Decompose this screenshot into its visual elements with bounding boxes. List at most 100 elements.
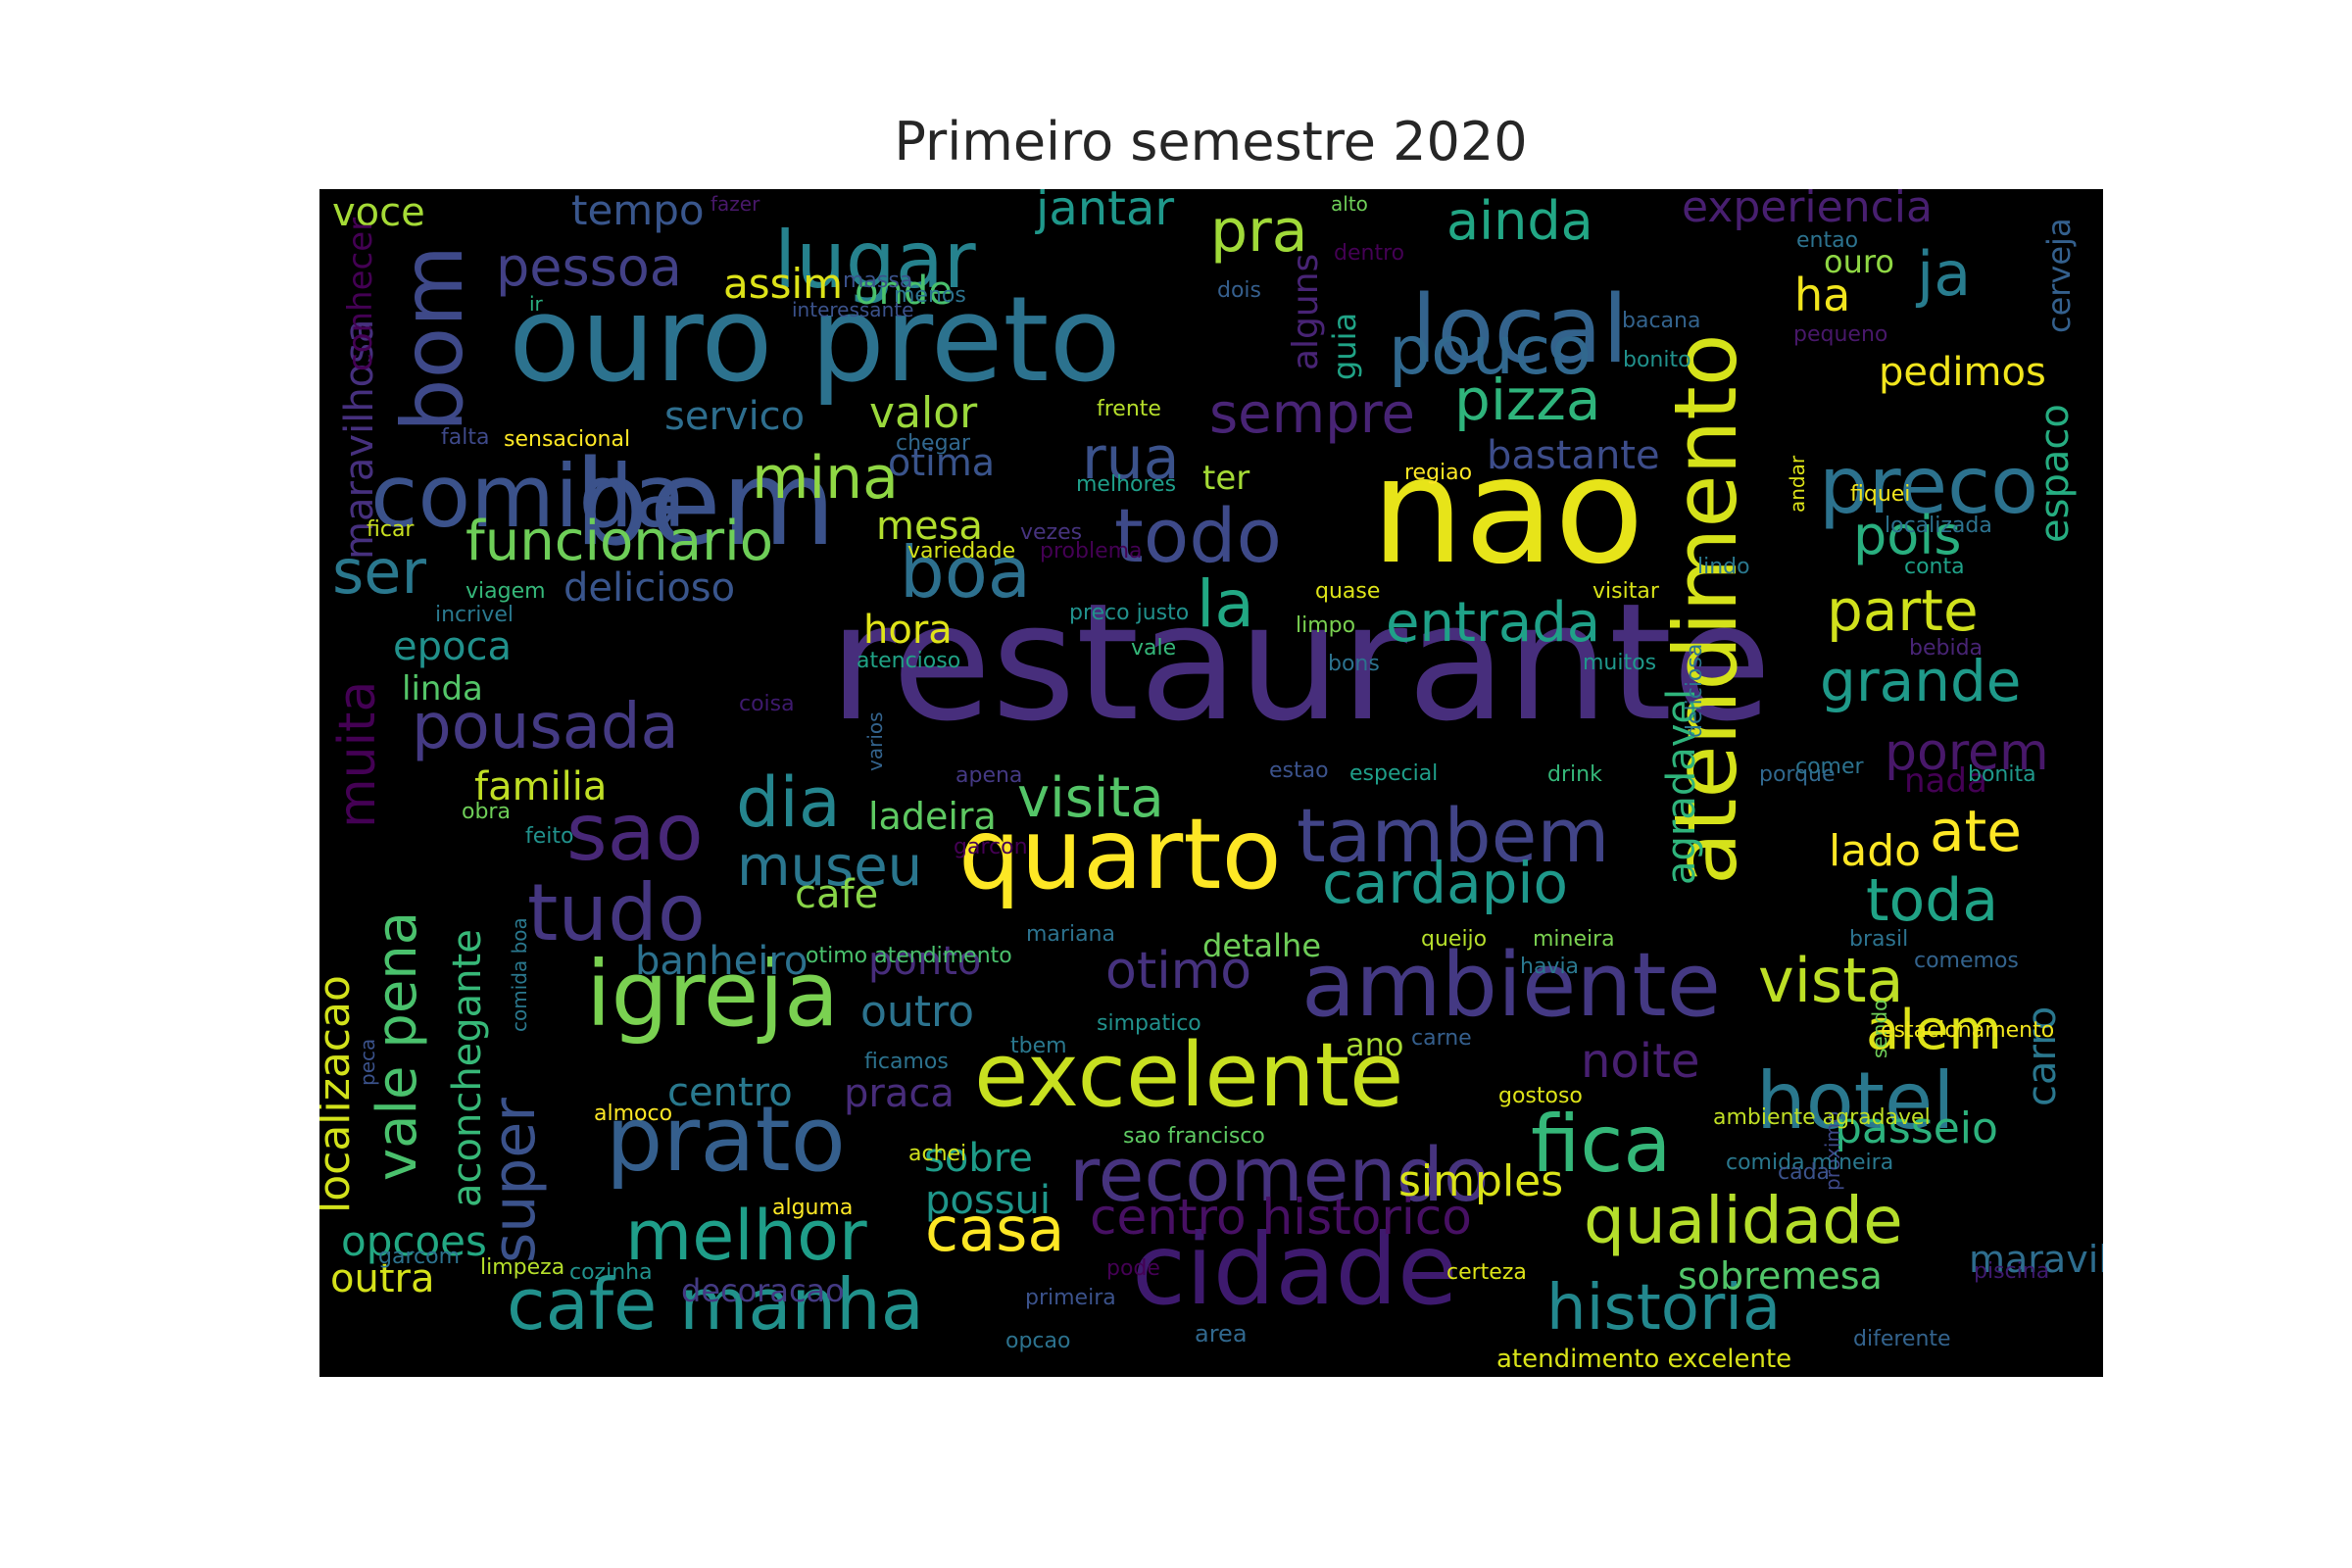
word-visita: visita bbox=[1017, 766, 1164, 830]
word-quarto: quarto bbox=[958, 797, 1282, 911]
word-bacana: bacana bbox=[1622, 309, 1700, 333]
word-ficamos: ficamos bbox=[864, 1050, 949, 1074]
word-mina: mina bbox=[752, 444, 899, 513]
word-alguma: alguma bbox=[772, 1196, 853, 1220]
word-comemos: comemos bbox=[1914, 949, 2019, 973]
word-mesa: mesa bbox=[876, 504, 983, 549]
word-cerveja: cerveja bbox=[2040, 218, 2078, 333]
word-pessoa: pessoa bbox=[496, 236, 682, 298]
word-vale-pena: vale pena bbox=[366, 911, 429, 1181]
word-area: area bbox=[1195, 1320, 1248, 1348]
word-pousada: pousada bbox=[412, 691, 679, 763]
word-limpeza: limpeza bbox=[480, 1255, 564, 1280]
word-dentro: dentro bbox=[1334, 241, 1404, 266]
word-bem: bem bbox=[574, 436, 836, 572]
word-pedimos: pedimos bbox=[1879, 350, 2046, 395]
word-coisa: coisa bbox=[739, 692, 795, 716]
word-otima: otima bbox=[888, 441, 995, 484]
word-detalhe: detalhe bbox=[1202, 927, 1321, 964]
word-sendo: sendo bbox=[1868, 1000, 1891, 1058]
word-deliciosa: deliciosa bbox=[1683, 644, 1707, 738]
word-linda: linda bbox=[402, 669, 483, 709]
word-quase: quase bbox=[1315, 579, 1380, 604]
word-local: local bbox=[1411, 276, 1628, 384]
word-sensacional: sensacional bbox=[504, 427, 630, 452]
word-fica: fica bbox=[1531, 1099, 1671, 1190]
word-pizza: pizza bbox=[1454, 367, 1600, 433]
word-prato: prato bbox=[606, 1087, 846, 1192]
word-conhecer: conhecer bbox=[341, 218, 380, 371]
word-entao: entao bbox=[1796, 228, 1858, 253]
word-pouco: pouco bbox=[1389, 313, 1592, 390]
word-piscina: piscina bbox=[1974, 1259, 2049, 1284]
word-preco: preco bbox=[1819, 440, 2038, 531]
word-maravilhoso: maravilhoso bbox=[1969, 1238, 2103, 1281]
word-pode: pode bbox=[1106, 1256, 1160, 1281]
word-mariana: mariana bbox=[1026, 922, 1115, 947]
word-andar: andar bbox=[1786, 455, 1809, 513]
word-simples: simples bbox=[1398, 1156, 1563, 1206]
word-localizada: localizada bbox=[1885, 514, 1992, 538]
word-melhores: melhores bbox=[1076, 472, 1176, 497]
word-garcon: garcon bbox=[954, 835, 1028, 859]
word-espaco: espaco bbox=[2033, 404, 2078, 543]
word-toda: toda bbox=[1866, 866, 1998, 935]
word-atendimento: atendimento bbox=[1655, 333, 1756, 885]
word-rua: rua bbox=[1082, 424, 1179, 493]
word-parte: parte bbox=[1827, 577, 1979, 644]
word-chegar: chegar bbox=[896, 431, 971, 456]
word-comida: comida bbox=[370, 446, 686, 547]
word-preco-justo: preco justo bbox=[1069, 601, 1189, 625]
word-porem: porem bbox=[1885, 723, 2049, 782]
word-fazer: fazer bbox=[710, 192, 760, 216]
word-bonito: bonito bbox=[1623, 348, 1691, 372]
word-entrada: entrada bbox=[1386, 591, 1600, 655]
word-muita: muita bbox=[328, 681, 387, 828]
word-ouro: ouro bbox=[1824, 243, 1894, 280]
word-apena: apena bbox=[956, 763, 1022, 788]
word-agradavel: agradavel bbox=[1659, 689, 1704, 885]
word-peca: peca bbox=[356, 1039, 379, 1086]
word-tudo: tudo bbox=[527, 867, 706, 958]
word-cafe-manha: cafe manha bbox=[507, 1263, 924, 1346]
word-nao: nao bbox=[1371, 426, 1644, 597]
word-familia: familia bbox=[474, 764, 607, 809]
word-bastante: bastante bbox=[1487, 433, 1660, 478]
word-casa: casa bbox=[925, 1194, 1064, 1265]
word-diferente: diferente bbox=[1853, 1327, 1951, 1351]
word-vista: vista bbox=[1758, 945, 1904, 1016]
word-delicioso: delicioso bbox=[564, 565, 735, 611]
word-sempre: sempre bbox=[1209, 382, 1415, 446]
word-almoco: almoco bbox=[594, 1102, 672, 1126]
word-bons: bons bbox=[1328, 652, 1380, 676]
word-lindo: lindo bbox=[1697, 555, 1750, 579]
word-vezes: vezes bbox=[1020, 520, 1082, 545]
word-tambem: tambem bbox=[1297, 792, 1609, 879]
word-valor: valor bbox=[869, 388, 978, 438]
word-lugar: lugar bbox=[774, 215, 976, 306]
word-comida-boa: comida boa bbox=[508, 917, 531, 1032]
word-ambiente-agradavel: ambiente agradavel bbox=[1713, 1105, 1931, 1130]
word-pequeno: pequeno bbox=[1793, 322, 1887, 347]
word-localizacao: localizacao bbox=[319, 975, 360, 1213]
word-opcoes: opcoes bbox=[341, 1217, 487, 1265]
word-conta: conta bbox=[1904, 555, 1965, 579]
word-ficar: ficar bbox=[367, 517, 415, 542]
word-otimo-atendimento: otimo atendimento bbox=[806, 944, 1012, 968]
word-outra: outra bbox=[330, 1256, 434, 1301]
word-hotel: hotel bbox=[1756, 1055, 1954, 1147]
word-proximo: proximo bbox=[1821, 1111, 1844, 1191]
word-sao: sao bbox=[566, 787, 704, 878]
word-servico: servico bbox=[664, 394, 805, 439]
word-problema: problema bbox=[1040, 539, 1143, 564]
word-carro: carro bbox=[2020, 1006, 2065, 1106]
word-cidade: cidade bbox=[1132, 1212, 1458, 1327]
word-brasil: brasil bbox=[1849, 927, 1908, 952]
word-experiencia: experiencia bbox=[1682, 189, 1933, 232]
word-museu: museu bbox=[737, 835, 922, 899]
word-maravilhosa: maravilhosa bbox=[337, 318, 382, 560]
word-alto: alto bbox=[1331, 192, 1368, 216]
word-ainda: ainda bbox=[1446, 190, 1593, 252]
figure-title: Primeiro semestre 2020 bbox=[894, 111, 1528, 172]
word-jantar: jantar bbox=[1035, 189, 1174, 236]
